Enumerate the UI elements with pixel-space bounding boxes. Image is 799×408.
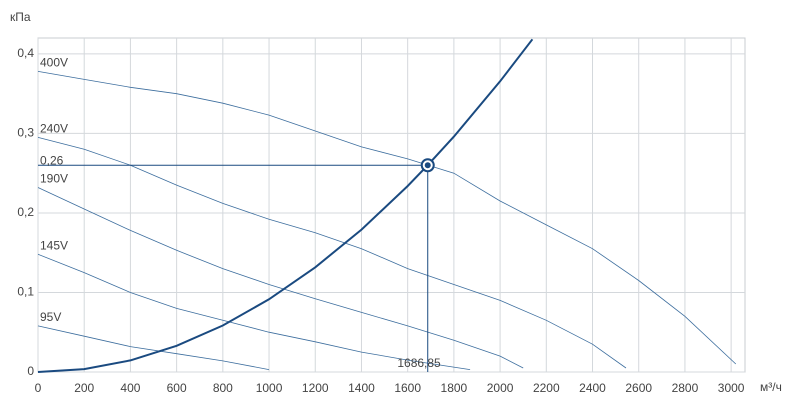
x-tick-label: 2400 bbox=[579, 381, 606, 395]
x-axis-label: м³/ч bbox=[760, 380, 782, 394]
x-tick-label: 1000 bbox=[256, 381, 283, 395]
plot-area bbox=[37, 37, 746, 373]
x-tick-label: 600 bbox=[167, 381, 187, 395]
fan-curve bbox=[37, 253, 471, 370]
system-curve bbox=[37, 38, 534, 373]
y-axis-label: кПа bbox=[10, 10, 31, 24]
y-tick-label: 0,4 bbox=[17, 46, 34, 60]
x-tick-label: 0 bbox=[35, 381, 42, 395]
y-tick-label: 0 bbox=[27, 364, 34, 378]
x-tick-label: 2000 bbox=[487, 381, 514, 395]
x-value-label: 1686,85 bbox=[397, 356, 441, 370]
curve-label: 190V bbox=[40, 172, 68, 186]
curve-label: 95V bbox=[40, 310, 61, 324]
curve-label: 400V bbox=[40, 56, 68, 70]
fan-curve bbox=[37, 71, 737, 365]
x-tick-label: 2800 bbox=[672, 381, 699, 395]
curve-label: 145V bbox=[40, 238, 68, 252]
y-value-label: 0,26 bbox=[40, 153, 64, 167]
x-tick-label: 1800 bbox=[441, 381, 468, 395]
x-tick-label: 1600 bbox=[394, 381, 421, 395]
x-tick-label: 200 bbox=[74, 381, 94, 395]
fan-curve bbox=[37, 187, 524, 369]
x-tick-label: 2600 bbox=[625, 381, 652, 395]
x-tick-label: 1200 bbox=[302, 381, 329, 395]
x-tick-label: 2200 bbox=[533, 381, 560, 395]
y-tick-label: 0,2 bbox=[17, 205, 34, 219]
fan-curve bbox=[37, 325, 270, 370]
x-tick-label: 400 bbox=[120, 381, 140, 395]
fan-curve bbox=[37, 137, 627, 369]
curve-label: 240V bbox=[40, 122, 68, 136]
operating-point-core bbox=[424, 162, 431, 169]
x-tick-label: 800 bbox=[213, 381, 233, 395]
y-tick-label: 0,1 bbox=[17, 285, 34, 299]
y-tick-label: 0,3 bbox=[17, 126, 34, 140]
x-tick-label: 3000 bbox=[718, 381, 745, 395]
x-tick-label: 1400 bbox=[348, 381, 375, 395]
